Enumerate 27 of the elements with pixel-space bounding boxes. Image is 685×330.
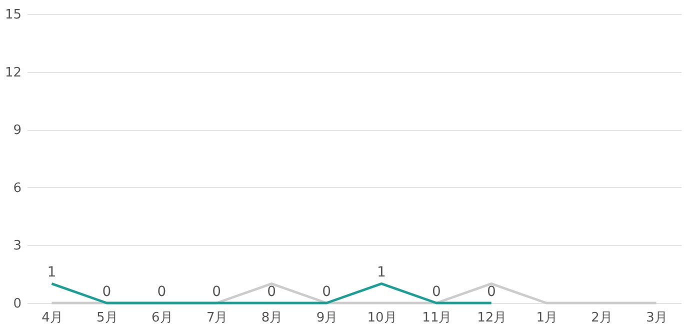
x-tick-label: 9月	[316, 310, 338, 326]
data-label: 0	[102, 284, 112, 300]
x-tick-label: 2月	[591, 310, 612, 326]
data-label: 0	[267, 284, 276, 300]
data-label: 0	[157, 284, 166, 300]
x-tick-label: 4月	[42, 310, 63, 326]
x-tick-label: 3月	[646, 310, 668, 326]
x-tick-label: 5月	[96, 310, 118, 326]
x-tick-label: 11月	[422, 310, 452, 326]
x-tick-label: 12月	[477, 310, 507, 326]
data-label: 0	[212, 284, 222, 300]
data-label: 0	[322, 284, 331, 300]
y-tick-label: 3	[13, 238, 22, 254]
data-label: 1	[47, 264, 56, 281]
y-tick-label: 15	[4, 8, 22, 22]
data-label: 0	[432, 284, 441, 300]
y-tick-label: 0	[13, 296, 22, 312]
x-tick-label: 10月	[367, 310, 397, 326]
x-tick-label: 7月	[206, 310, 228, 326]
y-tick-label: 12	[4, 65, 22, 80]
x-tick-label: 1月	[536, 310, 558, 326]
x-tick-label: 6月	[152, 310, 173, 326]
y-tick-label: 6	[13, 180, 22, 196]
data-label: 1	[377, 264, 386, 281]
x-tick-label: 8月	[261, 310, 283, 326]
y-tick-label: 9	[13, 123, 22, 138]
data-label: 0	[486, 284, 496, 300]
